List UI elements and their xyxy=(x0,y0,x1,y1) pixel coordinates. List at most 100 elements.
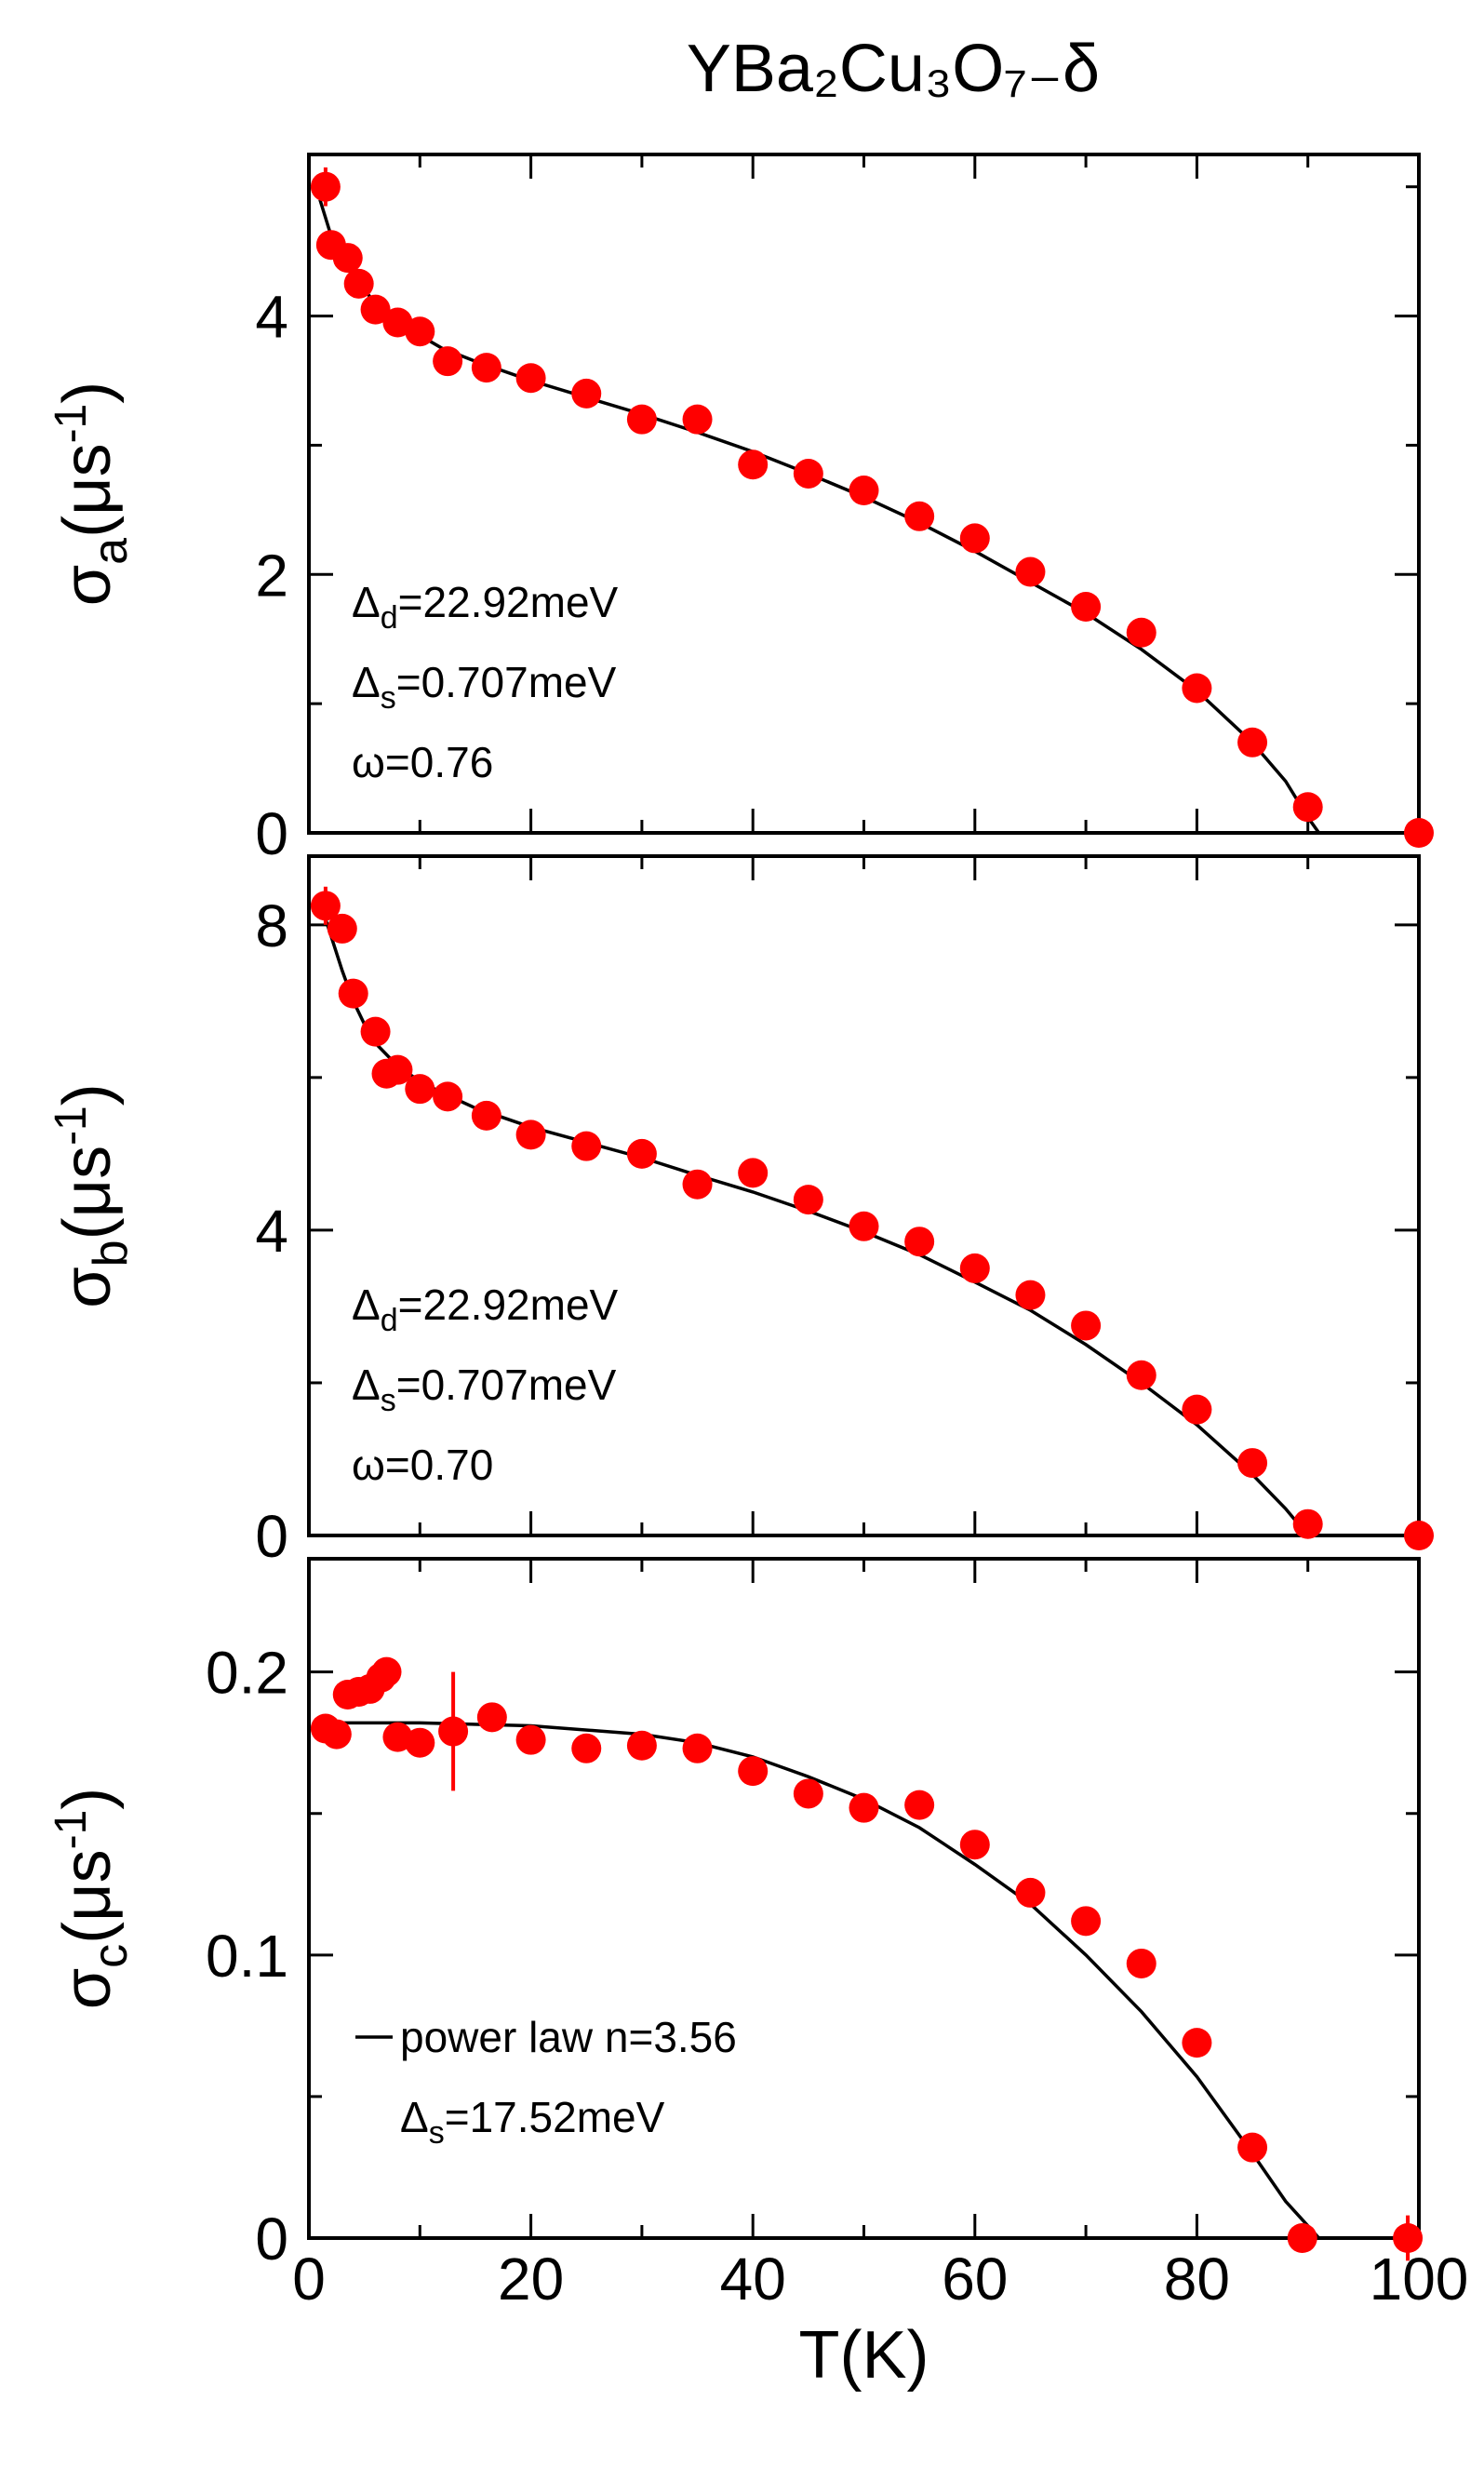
annotation-subscript: s xyxy=(429,2115,445,2151)
x-tick-label: 40 xyxy=(720,2246,786,2313)
y-tick-label: 4 xyxy=(255,284,288,351)
y-axis-label-b: σb(μs-1) xyxy=(47,1083,138,1308)
y-axis-label-superscript: -1 xyxy=(47,1810,96,1850)
data-point xyxy=(1182,673,1212,704)
data-point xyxy=(904,1790,935,1820)
annotation-symbol: ω=0.76 xyxy=(352,738,493,786)
data-point xyxy=(1015,1877,1046,1908)
y-tick-label: 0.2 xyxy=(206,1640,288,1707)
data-point xyxy=(515,363,546,394)
data-point xyxy=(438,1716,469,1747)
data-point xyxy=(1237,727,1268,758)
data-point xyxy=(793,458,823,489)
data-point xyxy=(1182,2028,1212,2058)
data-point xyxy=(738,449,769,480)
data-point xyxy=(738,1158,769,1188)
y-tick-label: 0 xyxy=(255,1503,288,1570)
annotation: Δs=17.52meV xyxy=(400,2093,665,2151)
panel-c: 0 0.1 0.2 σc(μs-1) power law n=3.56 Δs=17.52m… xyxy=(47,1557,1469,2393)
data-point xyxy=(571,1733,602,1763)
data-point xyxy=(682,1169,713,1200)
x-axis-label: T(K) xyxy=(799,2318,929,2393)
data-point xyxy=(515,1120,546,1150)
data-point xyxy=(310,891,341,921)
annotation: power law n=3.56 xyxy=(400,2013,737,2061)
data-point xyxy=(405,1727,435,1758)
x-tick-label: 100 xyxy=(1370,2246,1469,2313)
annotation-value: =0.707meV xyxy=(396,658,617,706)
data-point xyxy=(682,1733,713,1763)
data-point xyxy=(310,171,341,202)
x-tick-label: 20 xyxy=(498,2246,564,2313)
annotation-symbol: Δ xyxy=(352,658,381,706)
annotation: Δs=0.707meV xyxy=(352,1361,617,1418)
annotation-symbol: Δ xyxy=(352,1280,381,1329)
data-point xyxy=(433,346,463,377)
data-point xyxy=(1071,592,1102,622)
annotation-subscript: s xyxy=(381,1383,396,1418)
annotation-symbol: Δ xyxy=(352,1361,381,1409)
data-point xyxy=(405,1074,435,1105)
annotation: ω=0.70 xyxy=(352,1441,493,1489)
data-point xyxy=(626,404,657,435)
annotation: Δd=22.92meV xyxy=(352,1280,619,1338)
annotation-symbol: Δ xyxy=(400,2093,429,2141)
data-point xyxy=(904,501,935,531)
y-axis-label-unit: (μs xyxy=(50,1849,125,1943)
data-point xyxy=(321,1719,352,1750)
data-point xyxy=(1015,1280,1046,1310)
data-point xyxy=(571,378,602,409)
y-axis-label-c: σc(μs-1) xyxy=(47,1788,138,2010)
data-point xyxy=(682,404,713,435)
annotation: ω=0.76 xyxy=(352,738,493,786)
y-tick-label: 0.1 xyxy=(206,1923,288,1990)
data-point xyxy=(338,978,368,1009)
data-point xyxy=(626,1730,657,1761)
x-tick-label: 60 xyxy=(942,2246,1008,2313)
data-point xyxy=(1071,1906,1102,1937)
data-point xyxy=(327,913,357,944)
data-point xyxy=(471,353,501,383)
y-axis-label-symbol: σ xyxy=(50,565,125,606)
y-axis-label-close: ) xyxy=(50,1083,125,1106)
data-point xyxy=(433,1081,463,1112)
annotation-symbol: ω=0.70 xyxy=(352,1441,493,1489)
data-point xyxy=(1126,617,1156,648)
data-point xyxy=(1071,1310,1102,1341)
data-point xyxy=(1393,2223,1424,2253)
data-point xyxy=(571,1131,602,1161)
panel-b-frame xyxy=(307,854,1421,1537)
data-point xyxy=(904,1227,935,1257)
data-point xyxy=(849,476,879,506)
chart-title: YBa₂Cu₃O₇₋δ xyxy=(687,32,1100,106)
data-point xyxy=(382,1054,413,1085)
data-point xyxy=(626,1138,657,1169)
data-point xyxy=(1015,556,1046,587)
annotation-subscript: d xyxy=(381,600,398,636)
data-point xyxy=(515,1724,546,1755)
y-tick-label: 0 xyxy=(255,2206,288,2273)
data-point xyxy=(332,243,363,274)
y-axis-label-subscript: a xyxy=(84,538,138,565)
y-axis-label-symbol: σ xyxy=(50,1267,125,1307)
data-point xyxy=(959,523,990,554)
y-axis-label-close: ) xyxy=(50,382,125,404)
data-point xyxy=(1126,1360,1156,1390)
x-tick-label: 0 xyxy=(292,2246,326,2313)
data-point xyxy=(1287,2223,1317,2253)
y-tick-label: 2 xyxy=(255,542,288,609)
y-axis-label-superscript: -1 xyxy=(47,404,96,444)
y-tick-label: 8 xyxy=(255,892,288,959)
data-point xyxy=(1292,792,1323,823)
data-point xyxy=(1237,1448,1268,1479)
y-tick-label: 4 xyxy=(255,1198,288,1265)
annotation-subscript: s xyxy=(381,680,396,716)
data-point xyxy=(360,1016,391,1047)
data-point xyxy=(360,294,391,325)
annotation-value: =0.707meV xyxy=(396,1361,617,1409)
annotation-value: =22.92meV xyxy=(398,578,619,626)
data-point xyxy=(793,1778,823,1809)
data-point xyxy=(849,1792,879,1823)
